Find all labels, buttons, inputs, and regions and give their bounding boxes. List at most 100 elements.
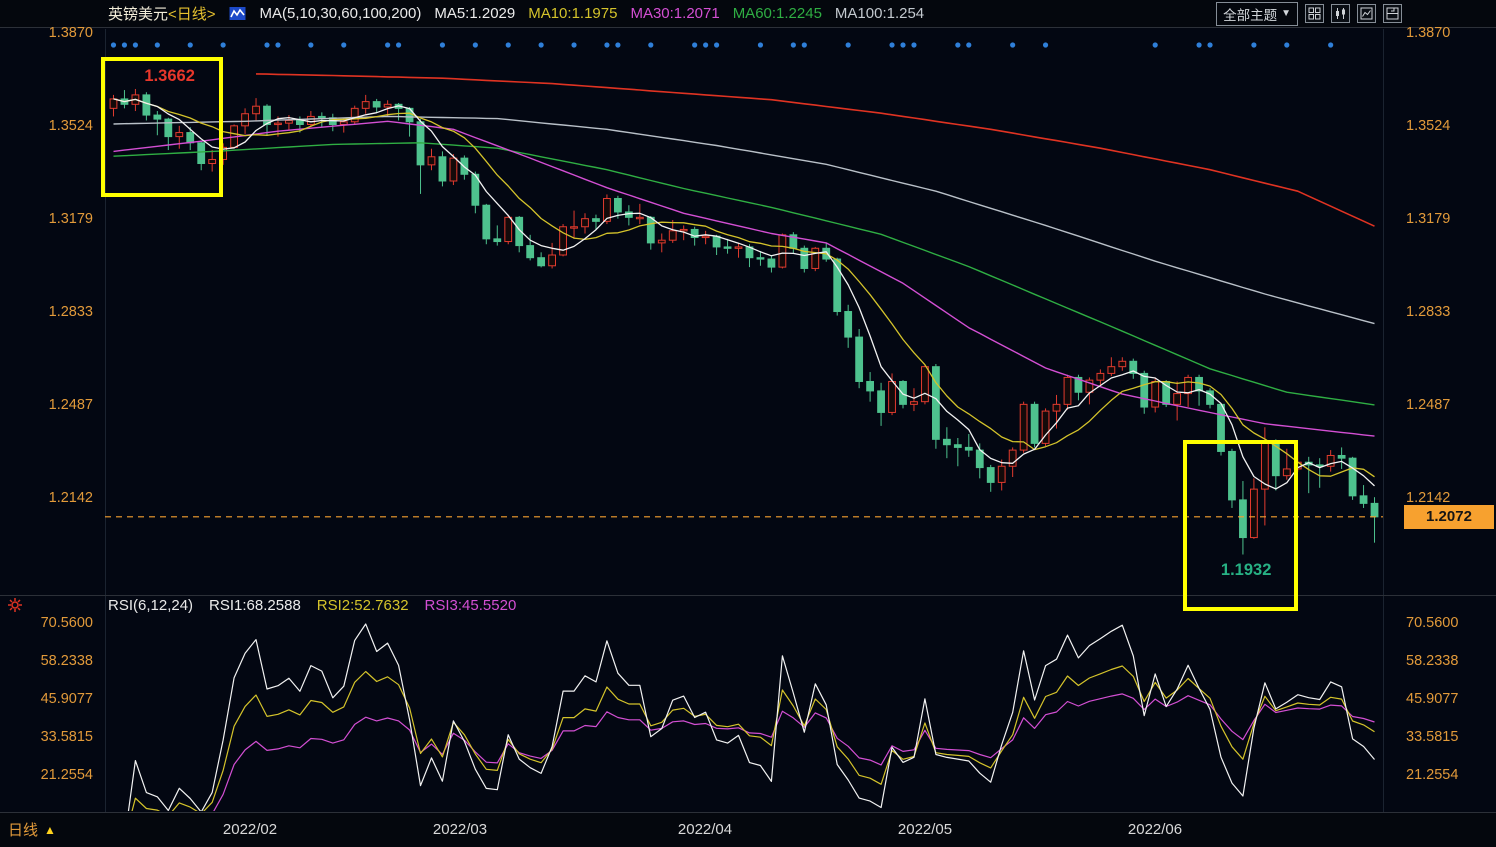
event-marker-dot <box>1207 42 1213 48</box>
event-marker-dot <box>132 42 139 48</box>
rsi-6-line <box>127 623 1375 811</box>
price-axis-label-left: 1.3524 <box>48 118 93 135</box>
ma-legend-item-5: MA100:1.254 <box>834 5 925 22</box>
ma-legend: MA5:1.2029 MA10:1.1975 MA30:1.2071 MA60:1.2… <box>434 5 924 22</box>
price-axis-label-right: 1.2487 <box>1406 397 1451 414</box>
rsi-axis-label-right: 70.5600 <box>1406 615 1459 631</box>
event-marker-dot <box>110 42 117 48</box>
theme-selector-button[interactable]: 全部主题 ▼ <box>1216 1 1298 26</box>
event-marker-dot <box>341 42 347 48</box>
price-axis-label-right: 1.2142 <box>1406 490 1451 506</box>
rsi-axis-label-left: 45.9077 <box>40 691 93 707</box>
event-marker-dot <box>505 42 511 48</box>
ma200-line <box>255 73 1375 227</box>
event-marker-dot <box>801 42 807 48</box>
price-axis-label-left: 1.2142 <box>48 490 93 506</box>
event-marker-dot <box>121 42 128 48</box>
chart-logo-icon <box>229 6 247 22</box>
event-marker-dot <box>713 42 720 48</box>
right-axis-divider <box>1383 29 1384 812</box>
event-marker-dot <box>275 42 281 48</box>
rsi-legend-item-1: RSI1:68.2588 <box>209 597 301 614</box>
highlight-box-2 <box>1183 440 1298 611</box>
event-markers-group <box>110 42 1334 48</box>
event-marker-dot <box>439 42 446 48</box>
period-selector-label: 日线 <box>8 822 39 839</box>
event-marker-dot <box>154 42 160 48</box>
period-tag: <日线> <box>168 6 216 23</box>
xaxis-bar <box>0 813 1496 847</box>
ma-legend-item-4: MA60:1.2245 <box>732 5 822 22</box>
rsi-axis-label-left: 58.2338 <box>40 653 93 669</box>
chevron-down-icon: ▼ <box>1281 8 1291 19</box>
ma-legend-item-3: MA30:1.2071 <box>630 5 720 22</box>
price-axis-label-left: 1.2487 <box>48 397 93 414</box>
left-axis-divider <box>105 29 106 812</box>
price-axis-label-left: 1.2833 <box>48 304 93 321</box>
event-marker-dot <box>966 42 972 48</box>
rsi-legend-item-3: RSI3:45.5520 <box>424 597 517 614</box>
x-axis-label: 2022/06 <box>1127 821 1183 838</box>
header-controls: 全部主题 ▼ <box>1216 1 1402 26</box>
symbol-name: 英镑美元 <box>108 6 169 23</box>
event-marker-dot <box>538 42 544 48</box>
rsi-legend-item-2: RSI2:52.7632 <box>316 597 409 614</box>
price-axis-label-right: 1.3179 <box>1406 210 1451 227</box>
x-axis-label: 2022/04 <box>677 821 733 838</box>
ma5-line <box>113 98 1375 490</box>
period-selector-button[interactable]: 日线 ▲ <box>8 819 56 840</box>
theme-selector-label: 全部主题 <box>1223 7 1278 23</box>
event-marker-dot <box>1196 42 1202 48</box>
price-axis-label-left: 1.3179 <box>48 210 93 227</box>
triangle-up-icon: ▲ <box>44 822 56 837</box>
panel-divider <box>0 595 1496 596</box>
x-axis-label: 2022/05 <box>897 821 953 838</box>
ma-settings-label: MA(5,10,30,60,100,200) <box>259 5 422 22</box>
rsi-axis-label-left: 21.2554 <box>40 767 93 783</box>
rsi-legend: RSI1:68.2588 RSI2:52.7632 RSI3:45.5520 <box>209 597 516 614</box>
indicator-settings-icon[interactable] <box>7 597 23 613</box>
ma10-line <box>113 98 1375 478</box>
high-price-annotation: 1.3662 <box>144 66 195 85</box>
grid-layout-button[interactable] <box>1305 4 1324 23</box>
line-panel-button[interactable] <box>1357 4 1376 23</box>
rsi-axis-label-right: 45.9077 <box>1406 691 1459 707</box>
expand-panel-button[interactable] <box>1383 4 1402 23</box>
event-marker-dot <box>790 42 796 48</box>
event-marker-dot <box>308 42 314 48</box>
expand-panel-icon <box>1386 7 1399 20</box>
candle-view-button[interactable] <box>1331 4 1350 23</box>
main-plot <box>105 42 1383 555</box>
x-axis-label: 2022/02 <box>222 821 278 838</box>
event-marker-dot <box>757 42 764 48</box>
event-marker-dot <box>1284 42 1290 48</box>
event-marker-dot <box>1042 42 1049 48</box>
event-marker-dot <box>385 42 391 48</box>
chart-header: 英镑美元<日线> MA(5,10,30,60,100,200) MA5:1.20… <box>0 0 1496 28</box>
price-axis-label-left: 1.3870 <box>48 25 93 41</box>
event-marker-dot <box>648 42 654 48</box>
symbol-title: 英镑美元<日线> <box>108 3 216 24</box>
ma60-line <box>113 142 1375 406</box>
rsi-axis-label-left: 70.5600 <box>40 615 93 631</box>
price-axis-label-right: 1.3870 <box>1406 25 1451 41</box>
event-marker-dot <box>889 42 895 48</box>
current-price-tag: 1.2072 <box>1404 504 1494 529</box>
event-marker-dot <box>1010 42 1016 48</box>
line-panel-icon <box>1360 7 1373 20</box>
event-marker-dot <box>615 42 621 48</box>
event-marker-dot <box>472 42 478 48</box>
low-price-annotation: 1.1932 <box>1220 560 1272 579</box>
rsi-plot <box>127 623 1375 811</box>
event-marker-dot <box>1152 42 1158 48</box>
event-marker-dot <box>692 42 698 48</box>
ma-legend-item-2: MA10:1.1975 <box>528 5 618 22</box>
rsi-axis-label-right: 58.2338 <box>1406 653 1459 669</box>
rsi-header: RSI(6,12,24) RSI1:68.2588 RSI2:52.7632 RSI… <box>0 596 516 615</box>
rsi-12-line <box>131 665 1375 811</box>
event-marker-dot <box>187 42 193 48</box>
ma30-line <box>113 120 1375 437</box>
event-marker-dot <box>911 42 917 48</box>
